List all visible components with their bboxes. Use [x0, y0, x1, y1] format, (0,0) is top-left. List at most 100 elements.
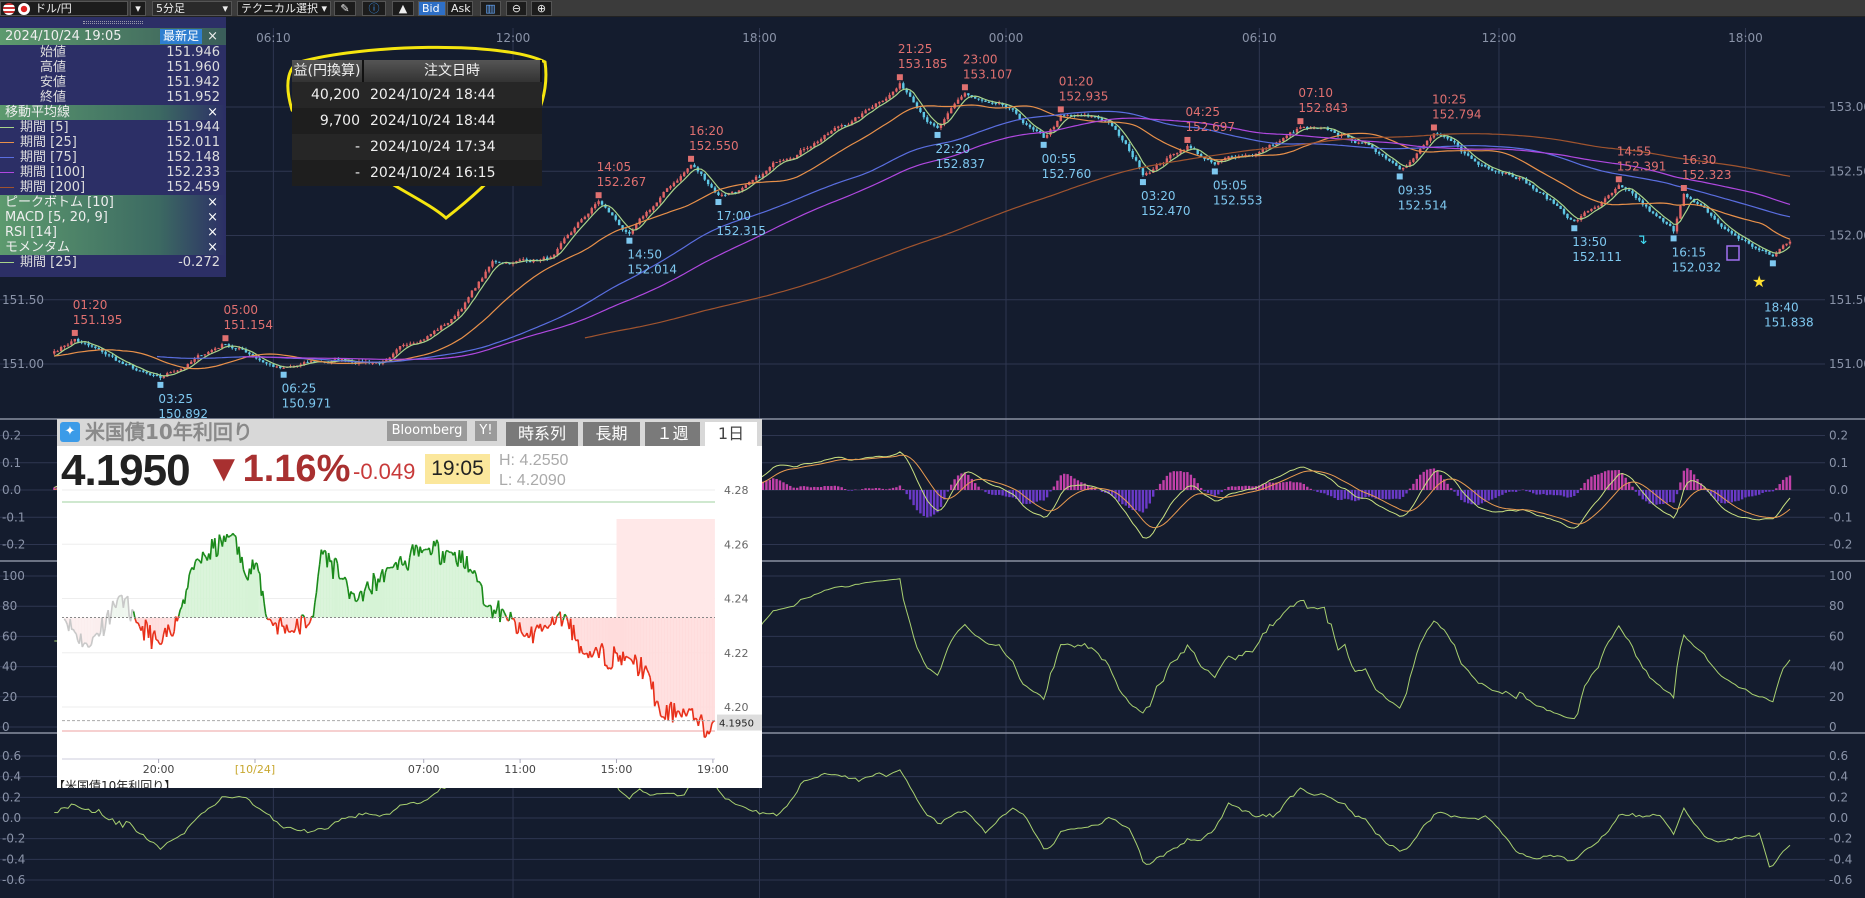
- yield-line-segment: [598, 647, 602, 659]
- yield-axis-label: 4.28: [724, 484, 749, 497]
- yield-area: [618, 617, 621, 662]
- right-axis-label: 40: [1829, 660, 1844, 674]
- indicator-header[interactable]: RSI [14] ×: [0, 225, 226, 240]
- yield-area: [678, 617, 681, 715]
- yield-line-segment: [144, 619, 148, 624]
- close-icon[interactable]: ×: [207, 225, 218, 240]
- histogram-bar: [1398, 490, 1401, 500]
- histogram-bar: [1367, 490, 1371, 497]
- indicator-header[interactable]: ピークボトム [10] ×: [0, 195, 226, 210]
- histogram-bar: [1716, 490, 1720, 502]
- indicator-label: RSI [14]: [5, 225, 57, 240]
- yield-area: [642, 617, 645, 680]
- histogram-bar: [1692, 474, 1696, 490]
- close-icon[interactable]: ×: [207, 240, 218, 255]
- candle: [515, 261, 518, 263]
- legend-line: [0, 127, 14, 128]
- close-icon[interactable]: ×: [207, 29, 218, 44]
- technical-select-button[interactable]: テクニカル選択 ▾: [237, 1, 331, 16]
- table-row[interactable]: 40,200 2024/10/24 18:44: [292, 82, 542, 108]
- yield-area: [199, 561, 202, 618]
- candle: [717, 192, 720, 196]
- candle: [1230, 156, 1234, 158]
- histogram-bar: [1210, 490, 1213, 495]
- candle: [744, 184, 748, 188]
- table-row[interactable]: 9,700 2024/10/24 18:44: [292, 108, 542, 134]
- latest-bar-button[interactable]: 最新足: [159, 29, 202, 44]
- bottom-value-label: 152.111: [1572, 250, 1622, 264]
- candle: [234, 348, 237, 350]
- histogram-bar: [1429, 468, 1432, 490]
- histogram-bar: [991, 490, 994, 495]
- star-icon: ★: [1752, 272, 1766, 291]
- row-label: 期間 [5]: [20, 120, 69, 135]
- zoom-out-button[interactable]: ⊖: [506, 1, 527, 16]
- yield-area: [171, 617, 173, 637]
- yield-area: [321, 549, 323, 618]
- row-value: 151.960: [166, 60, 220, 75]
- legend-line: [0, 172, 14, 173]
- yield-area: [225, 534, 227, 618]
- histogram-bar: [1128, 490, 1131, 509]
- column-header-order-time[interactable]: 注文日時: [364, 60, 542, 82]
- candle: [292, 365, 296, 367]
- table-row[interactable]: -2024/10/24 16:15: [292, 160, 542, 186]
- yield-line-segment: [424, 548, 427, 551]
- column-header-profit[interactable]: 益(円換算): [292, 60, 364, 82]
- tab-timeseries[interactable]: 時系列: [506, 422, 578, 446]
- currency-pair-select[interactable]: ドル/円: [0, 1, 128, 16]
- panel-drag-handle[interactable]: [0, 17, 226, 28]
- table-row[interactable]: -2024/10/24 17:34: [292, 134, 542, 160]
- mountain-chart-icon: ▲: [398, 2, 408, 15]
- indicator-header[interactable]: MACD [5, 20, 9] ×: [0, 210, 226, 225]
- candle: [1217, 162, 1220, 165]
- bottom-value-label: 152.470: [1141, 204, 1191, 218]
- candle: [268, 363, 272, 365]
- candle: [200, 355, 203, 357]
- right-axis-label: 80: [1829, 599, 1844, 613]
- draw-button[interactable]: ✎: [334, 1, 356, 16]
- histogram-bar: [861, 489, 864, 490]
- chart-type-button[interactable]: ▲: [392, 1, 414, 16]
- histogram-bar: [1063, 473, 1066, 490]
- yield-area: [201, 551, 203, 618]
- candle: [241, 348, 244, 350]
- peak-marker: [688, 155, 695, 162]
- bid-button[interactable]: Bid: [418, 1, 446, 16]
- info-button[interactable]: ⓘ: [362, 1, 386, 16]
- zoom-in-button[interactable]: ⊕: [531, 1, 552, 16]
- yield-line-segment: [580, 645, 584, 653]
- pair-dropdown-button[interactable]: ▾: [130, 1, 146, 16]
- indicator-header[interactable]: モメンタム ×: [0, 240, 226, 255]
- yahoo-button[interactable]: Y!: [475, 421, 497, 441]
- timeframe-select[interactable]: 5分足 ▾: [152, 1, 232, 16]
- yield-line-segment: [87, 645, 91, 649]
- yield-area: [214, 538, 217, 618]
- histogram-bar: [1295, 482, 1299, 490]
- candle: [1429, 137, 1432, 141]
- close-icon[interactable]: ×: [207, 195, 218, 210]
- tab-long-term[interactable]: 長期: [583, 422, 640, 446]
- close-icon[interactable]: ×: [207, 210, 218, 225]
- ask-button[interactable]: Ask: [447, 1, 473, 16]
- tab-1-day[interactable]: 1日: [705, 422, 757, 446]
- close-icon[interactable]: ×: [207, 105, 218, 120]
- yield-line-segment: [674, 710, 679, 718]
- yield-line-segment: [200, 551, 204, 564]
- peak-time-label: 01:20: [1059, 74, 1094, 88]
- yield-line-segment: [92, 635, 95, 638]
- histogram-bar: [1775, 488, 1778, 490]
- yield-line-segment: [257, 570, 261, 575]
- peak-time-label: 16:20: [689, 124, 724, 138]
- candle: [1610, 192, 1614, 196]
- yield-area: [192, 567, 194, 618]
- yield-area: [432, 540, 434, 618]
- histogram-bar: [833, 485, 836, 490]
- bloomberg-button[interactable]: Bloomberg: [387, 421, 467, 441]
- candle: [1268, 144, 1271, 149]
- candle-width-button[interactable]: ▥: [480, 1, 501, 16]
- candle: [1104, 120, 1107, 122]
- tab-1-week[interactable]: １週: [645, 422, 700, 446]
- twitter-icon[interactable]: ✦: [60, 422, 80, 442]
- histogram-bar: [782, 482, 785, 490]
